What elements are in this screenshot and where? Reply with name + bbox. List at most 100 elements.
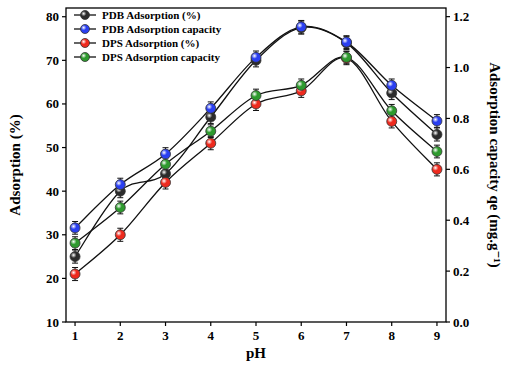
y2-tick: [446, 321, 450, 322]
y-tick-label: 40: [46, 184, 59, 199]
error-cap: [117, 197, 123, 198]
y-tick-label: 50: [46, 140, 59, 155]
data-point: [115, 180, 125, 190]
y-tick-label: 20: [46, 271, 59, 286]
data-point: [70, 223, 80, 233]
x-tick: [436, 322, 437, 326]
data-point: [341, 52, 351, 62]
error-cap: [208, 123, 214, 124]
error-cap: [208, 124, 214, 125]
y2-tick: [446, 67, 450, 68]
data-point: [115, 202, 125, 212]
data-point: [296, 23, 306, 33]
y-tick-label: 60: [46, 96, 59, 111]
error-cap: [72, 263, 78, 264]
x-tick-label: 9: [434, 328, 441, 343]
error-cap: [434, 162, 440, 163]
x-tick: [74, 322, 75, 326]
legend-marker: [81, 53, 90, 62]
y-tick-label: 80: [46, 9, 59, 24]
y-tick: [62, 103, 66, 104]
x-tick: [391, 322, 392, 326]
y2-tick: [446, 16, 450, 17]
y-tick: [62, 191, 66, 192]
y-axis-label: Adsorption (%): [7, 114, 24, 215]
data-point: [296, 80, 306, 90]
error-cap: [434, 141, 440, 142]
x-tick: [255, 322, 256, 326]
error-cap: [434, 127, 440, 128]
error-cap: [389, 99, 395, 100]
y2-tick-label: 1.0: [453, 60, 469, 75]
x-tick: [210, 322, 211, 326]
error-cap: [434, 127, 440, 128]
error-cap: [117, 241, 123, 242]
y-tick-label: 10: [46, 315, 59, 330]
legend-label: DPS Adsorption capacity: [102, 51, 220, 63]
error-cap: [117, 228, 123, 229]
series-line: [75, 26, 437, 227]
error-cap: [253, 66, 259, 67]
data-point: [206, 126, 216, 136]
data-point: [387, 116, 397, 126]
legend-marker: [81, 25, 90, 34]
x-tick-label: 6: [298, 328, 305, 343]
series-line: [75, 57, 437, 243]
error-cap: [434, 145, 440, 146]
legend-marker: [81, 11, 90, 20]
x-tick-label: 8: [388, 328, 395, 343]
error-cap: [117, 201, 123, 202]
y2-tick: [446, 220, 450, 221]
data-point: [161, 159, 171, 169]
error-cap: [434, 157, 440, 158]
data-point: [161, 177, 171, 187]
error-cap: [434, 175, 440, 176]
y2-axis-label: Adsorption capacity qe (mg.g⁻¹): [486, 62, 503, 268]
error-cap: [72, 267, 78, 268]
x-tick-label: 5: [253, 328, 260, 343]
x-tick-label: 4: [208, 328, 215, 343]
y-tick: [62, 16, 66, 17]
y2-tick-label: 1.2: [453, 9, 469, 24]
error-cap: [163, 147, 169, 148]
error-cap: [72, 236, 78, 237]
legend-label: PDB Adsorption (%): [102, 9, 201, 22]
data-point: [432, 116, 442, 126]
data-point: [432, 147, 442, 157]
error-cap: [208, 101, 214, 102]
error-cap: [343, 49, 349, 50]
legend: PDB Adsorption (%)PDB Adsorption capacit…: [74, 9, 222, 63]
data-point: [296, 22, 306, 32]
error-cap: [298, 78, 304, 79]
y2-tick: [446, 169, 450, 170]
legend-marker: [81, 39, 90, 48]
error-cap: [208, 149, 214, 150]
chart: 12345678910203040506070800.00.20.40.60.8…: [0, 0, 508, 371]
error-cap: [343, 35, 349, 36]
error-cap: [72, 249, 78, 250]
data-point: [251, 52, 261, 62]
y-tick: [62, 321, 66, 322]
data-point: [387, 80, 397, 90]
x-tick-label: 1: [72, 328, 79, 343]
x-axis-label: pH: [246, 345, 266, 361]
error-cap: [343, 51, 349, 52]
error-cap: [253, 89, 259, 90]
x-tick-label: 3: [162, 328, 169, 343]
error-cap: [389, 78, 395, 79]
data-point: [432, 129, 442, 139]
y2-tick-label: 0.6: [453, 162, 470, 177]
y-tick: [62, 278, 66, 279]
error-cap: [389, 127, 395, 128]
series-line: [75, 58, 437, 274]
error-cap: [389, 104, 395, 105]
data-point: [70, 269, 80, 279]
error-cap: [72, 221, 78, 222]
x-tick: [165, 322, 166, 326]
error-cap: [163, 188, 169, 189]
data-point: [341, 37, 351, 47]
y2-tick: [446, 118, 450, 119]
y2-tick-label: 0.8: [453, 111, 470, 126]
y-tick: [62, 147, 66, 148]
error-cap: [298, 20, 304, 21]
